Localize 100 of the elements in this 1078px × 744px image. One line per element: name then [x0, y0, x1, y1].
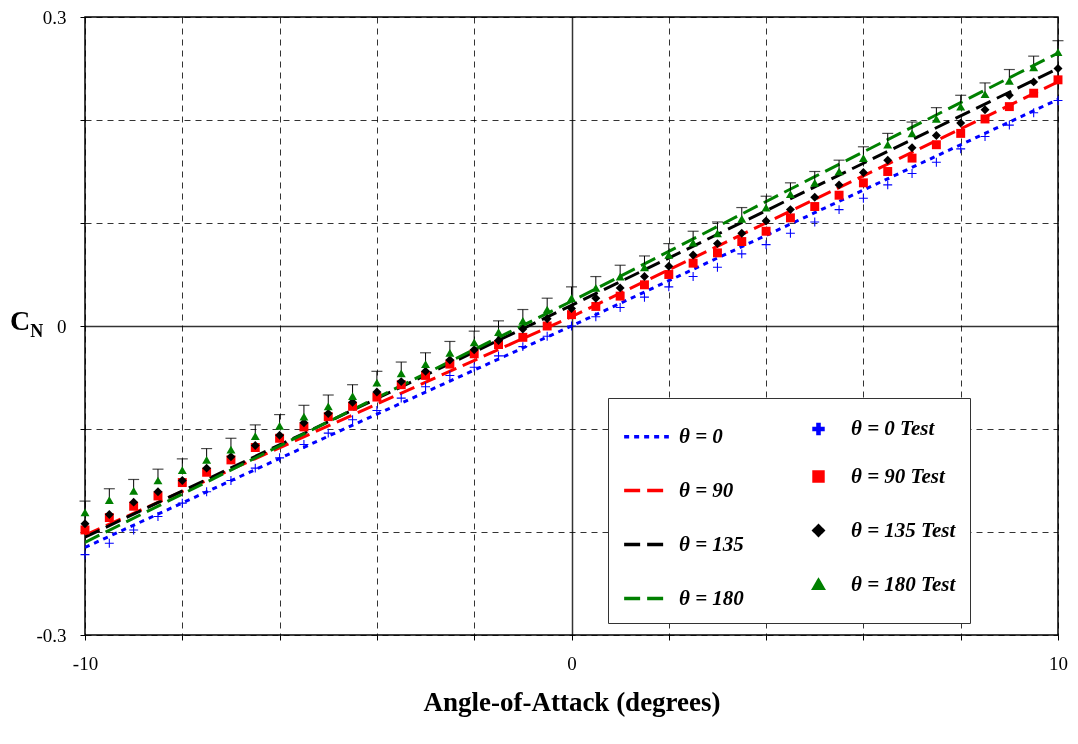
point — [931, 115, 941, 123]
point — [785, 190, 795, 199]
point — [931, 157, 941, 167]
point — [785, 213, 795, 223]
point — [1029, 77, 1039, 87]
point — [785, 205, 795, 215]
point — [542, 331, 552, 341]
point — [810, 178, 820, 187]
point — [712, 248, 722, 258]
point — [712, 239, 722, 249]
y-tick-label: 0 — [57, 315, 67, 337]
point — [445, 370, 455, 380]
point — [1004, 102, 1014, 112]
point — [712, 262, 722, 272]
point — [1053, 95, 1063, 105]
point — [883, 140, 893, 149]
point — [883, 180, 893, 190]
point — [80, 508, 90, 517]
point — [931, 140, 941, 150]
point — [567, 321, 576, 331]
point — [907, 169, 917, 179]
point — [834, 205, 844, 215]
legend-label: θ = 90 — [679, 477, 734, 502]
y-tick-label: 0.3 — [42, 6, 67, 28]
point — [615, 283, 625, 293]
point — [907, 153, 917, 163]
point — [202, 463, 212, 473]
point — [761, 216, 771, 226]
point — [177, 466, 187, 475]
point — [858, 154, 868, 162]
point — [858, 168, 868, 177]
point — [129, 525, 139, 535]
point — [445, 348, 455, 357]
point — [810, 192, 820, 202]
x-tick-label: 0 — [567, 652, 577, 674]
point — [299, 439, 309, 449]
point — [323, 402, 333, 411]
legend-label: θ = 0 — [679, 423, 724, 448]
point — [1053, 75, 1063, 85]
point — [372, 405, 382, 415]
point — [664, 270, 674, 279]
point — [907, 129, 917, 138]
x-tick-label: 10 — [1049, 652, 1068, 674]
point — [664, 282, 674, 292]
point — [834, 190, 844, 200]
point — [80, 550, 90, 560]
point — [834, 180, 844, 190]
point — [737, 237, 747, 247]
point — [518, 342, 528, 352]
point — [688, 258, 698, 268]
point — [980, 90, 990, 99]
point — [591, 312, 601, 322]
point — [931, 130, 941, 140]
point — [250, 432, 260, 441]
point — [956, 128, 966, 138]
point — [202, 487, 212, 497]
point — [202, 456, 212, 464]
y-tick-label: -0.3 — [36, 624, 67, 646]
point — [615, 302, 625, 312]
point — [810, 202, 820, 211]
point — [785, 228, 795, 238]
point — [104, 496, 114, 504]
point — [688, 250, 698, 260]
point — [883, 155, 893, 165]
point — [1029, 108, 1039, 118]
point — [761, 226, 771, 236]
legend-label: θ = 180 Test — [851, 571, 957, 596]
point — [372, 378, 382, 387]
point — [664, 251, 674, 259]
point — [615, 291, 625, 301]
point — [980, 105, 990, 115]
point — [396, 369, 406, 378]
point — [907, 143, 917, 153]
point — [980, 132, 990, 141]
point — [640, 263, 649, 272]
point — [445, 355, 455, 365]
point — [761, 240, 771, 250]
point — [348, 392, 358, 400]
point — [542, 314, 552, 324]
point — [299, 412, 309, 421]
legend-label: θ = 135 — [679, 531, 744, 556]
point — [153, 487, 163, 497]
point — [591, 293, 601, 303]
point — [518, 332, 528, 342]
point — [396, 393, 406, 403]
legend-label: θ = 90 Test — [851, 463, 947, 488]
point — [567, 294, 576, 303]
point — [980, 114, 990, 124]
point — [275, 453, 285, 463]
point — [858, 178, 868, 188]
point — [810, 217, 820, 227]
point — [104, 538, 114, 548]
point — [494, 335, 503, 345]
point — [177, 498, 187, 508]
point — [883, 167, 893, 176]
point — [1004, 120, 1014, 130]
point — [664, 261, 674, 271]
point — [956, 144, 966, 154]
point — [640, 280, 649, 290]
point — [737, 228, 747, 238]
